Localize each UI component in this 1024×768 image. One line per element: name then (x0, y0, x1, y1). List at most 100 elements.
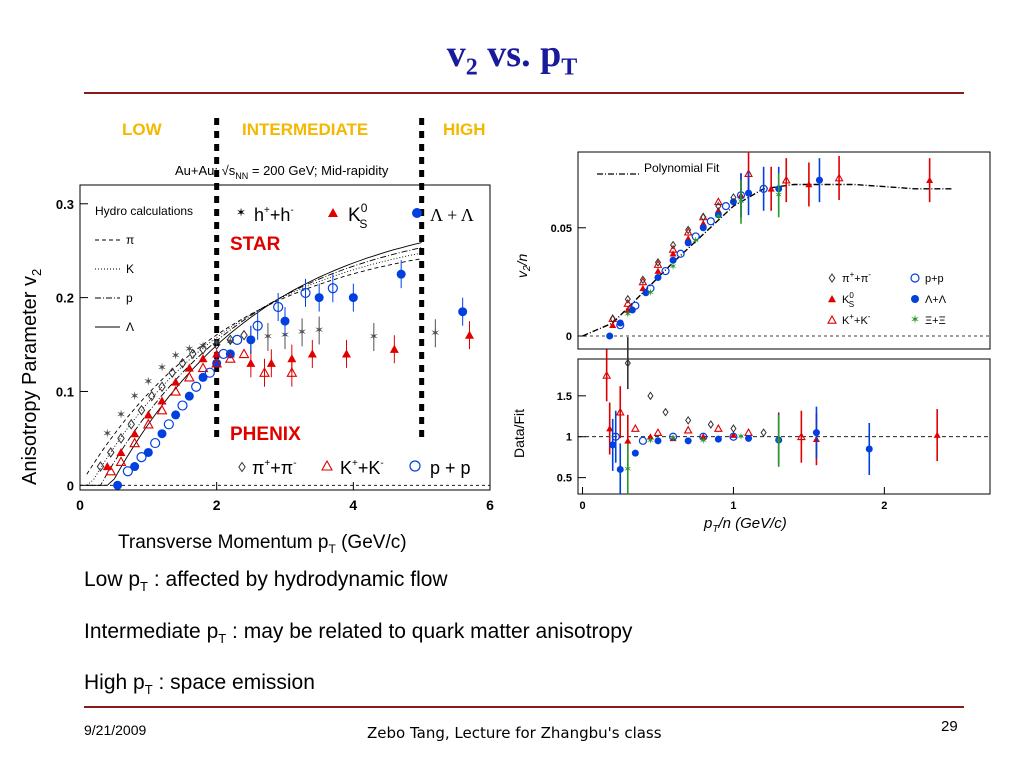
data-point (198, 372, 208, 382)
data-point (136, 452, 147, 463)
data-point (389, 344, 399, 353)
data-point (188, 348, 197, 360)
rt-legend-marker (828, 273, 836, 283)
star-label: STAR (230, 234, 281, 255)
data-point (130, 429, 140, 438)
data-point (273, 301, 284, 313)
left-ytick-label: 0.1 (56, 384, 74, 399)
data-point (130, 462, 140, 472)
data-point (745, 189, 753, 197)
title-rule (84, 92, 964, 94)
data-point (730, 424, 737, 433)
legend-lambda-marker (412, 208, 422, 218)
data-point (396, 269, 406, 279)
fit-legend-label: Polynomial Fit (644, 161, 720, 175)
rb-ytick-label: 1.5 (557, 391, 572, 403)
data-point (630, 423, 640, 432)
data-point (730, 193, 737, 202)
legend-pi-label: π++π- (252, 458, 297, 478)
data-point (113, 480, 123, 490)
rt-legend-label: π++π- (842, 270, 871, 285)
data-point (714, 435, 722, 443)
data-point (654, 274, 662, 282)
left-ytick-label: 0.3 (56, 197, 74, 212)
rt-legend-label: Λ+Λ (925, 294, 947, 306)
data-point (142, 418, 154, 429)
data-point (700, 212, 707, 222)
footer-date: 9/21/2009 (84, 722, 147, 738)
data-point (611, 432, 620, 441)
data-point (609, 321, 617, 328)
data-point (713, 197, 723, 206)
data-point (117, 433, 125, 444)
data-point (616, 319, 624, 327)
data-point (606, 425, 614, 432)
data-point (157, 429, 167, 439)
data-point: ✶ (699, 435, 708, 447)
data-point (252, 320, 263, 331)
right-top-chart: 0 0.05 ✶ ✶ ✶ ✶ ✶ ✶ ✶ v2/n Polynomial Fit π++π-p… (514, 151, 991, 350)
slide-title: v2 vs. pT (446, 33, 578, 81)
data-point (232, 334, 243, 345)
series-dot (113, 260, 468, 490)
data-point (624, 294, 631, 304)
data-point (198, 354, 208, 363)
footer-center: Zebo Tang, Lecture for Zhangbu's class (367, 724, 662, 742)
rb-series-circle-open (611, 410, 738, 463)
data-point: ✶ (737, 431, 746, 443)
left-ylabel: Anisotropy Parameter v2 (19, 269, 44, 485)
rt-series-star: ✶ ✶ ✶ ✶ ✶ ✶ ✶ (623, 173, 783, 321)
data-point: ✶ (669, 261, 678, 273)
data-point (170, 385, 182, 396)
left-chart-header: Au+Au; √sNN = 200 GeV; Mid-rapidity (175, 163, 389, 181)
data-point (224, 352, 236, 363)
rt-legend-label: p+p (925, 273, 944, 285)
rt-legend-label: K++K- (842, 312, 871, 327)
data-point (212, 358, 222, 368)
data-point (300, 287, 311, 299)
hydro-legend-label: p (126, 291, 133, 305)
rb-series-tri-open (602, 349, 806, 463)
data-point (143, 447, 153, 457)
data-point: ✶ (369, 330, 379, 344)
data-point (465, 330, 474, 339)
data-point (767, 185, 775, 192)
right-top-frame (577, 151, 991, 350)
series-tri-open (105, 348, 298, 476)
data-point (314, 293, 324, 303)
data-point: ✶ (263, 330, 273, 344)
data-point: ✶ (102, 426, 112, 440)
right-bottom-frame (577, 358, 991, 495)
rt-series-tri-fill (609, 158, 934, 328)
legend-k-marker (321, 459, 333, 471)
data-point (670, 240, 677, 250)
data-point: ✶ (225, 334, 235, 348)
left-chart: Au+Au; √sNN = 200 GeV; Mid-rapidity 0 2 4 6… (19, 118, 494, 556)
data-point: ✶ (143, 375, 153, 389)
rt-legend-label: Ξ+Ξ (925, 315, 946, 327)
rt-legend-marker (828, 295, 836, 303)
data-point (147, 390, 156, 402)
data-point (127, 418, 136, 430)
data-point (143, 410, 153, 419)
rt-series-diamond (609, 193, 737, 324)
data-point (668, 244, 678, 253)
data-point (184, 363, 194, 372)
data-point (116, 447, 126, 457)
data-point (639, 275, 646, 285)
rb-xtick-label: 2 (881, 500, 887, 512)
footer-page-number: 29 (941, 718, 958, 735)
data-point (238, 348, 250, 359)
series-diamond (96, 329, 248, 472)
data-point (653, 428, 663, 436)
data-point: ✶ (669, 433, 678, 445)
legend-k-label: K++K- (340, 458, 384, 478)
data-point (706, 217, 715, 226)
rt-legend-marker (827, 314, 837, 324)
data-point (745, 434, 753, 442)
data-point (609, 441, 617, 449)
data-point (184, 391, 194, 401)
right-bottom-chart: 0.5 1 1.5 0 1 2 ✶ ✶ ✶ ✶ ✶ ✶ Data/Fit pT/n (GeV/c) (511, 337, 991, 535)
legend-ks-label: K0 S (348, 201, 368, 231)
